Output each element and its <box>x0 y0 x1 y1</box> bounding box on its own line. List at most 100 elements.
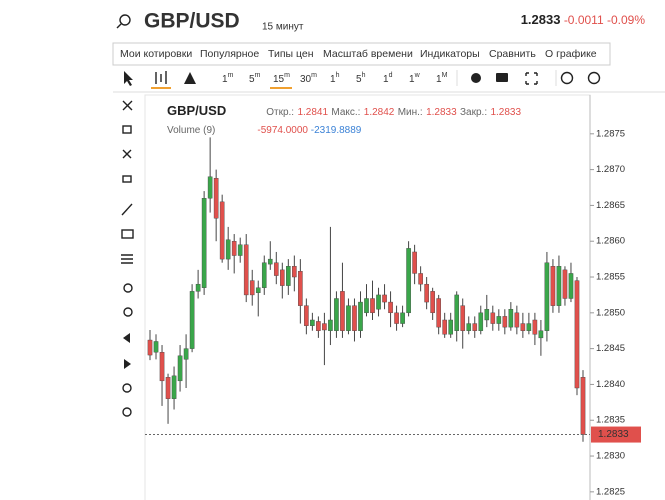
timeframe[interactable]: 1h <box>330 72 340 85</box>
candle-body <box>171 375 177 399</box>
menu-item[interactable]: Сравнить <box>489 48 536 60</box>
fullscreen-icon[interactable] <box>525 72 538 85</box>
timeframe[interactable]: 5m <box>249 72 261 85</box>
tool[interactable] <box>122 383 132 393</box>
candle-body <box>165 377 171 399</box>
candle-body <box>466 323 472 331</box>
candle-body <box>448 319 453 335</box>
plot: 1.2825 1.2830 1.2835 1.2840 1.2845 1.2850 1.28… <box>145 128 641 497</box>
tool[interactable] <box>122 175 132 183</box>
timeframe[interactable]: 1d <box>383 72 393 85</box>
timeframe-unit: m <box>228 72 234 79</box>
candle-body <box>183 348 189 360</box>
candle-body <box>159 352 165 382</box>
menu-item[interactable]: О графике <box>545 48 597 60</box>
header: GBP/USD 15 минут 1.2833 -0.0011 -0.09% <box>116 10 646 33</box>
y-tick-label: 1.2845 <box>596 343 625 354</box>
quote: 1.2833 -0.0011 -0.09% <box>521 12 646 27</box>
fib-tool[interactable] <box>121 254 133 264</box>
y-tick-label: 1.2865 <box>596 200 625 211</box>
price: 1.2833 <box>521 12 561 27</box>
download-icon[interactable] <box>560 71 574 85</box>
timeframe-unit: M <box>442 72 448 79</box>
volume-legend: Volume (9) -5974.0000 -2319.8889 <box>167 125 362 136</box>
zoom-in-tool[interactable] <box>123 283 133 293</box>
trend-line-tool[interactable] <box>121 203 133 216</box>
tool[interactable] <box>122 407 132 417</box>
active-timeframe <box>270 87 292 89</box>
candle-body <box>370 298 375 314</box>
candles-type[interactable] <box>155 71 167 84</box>
timeframe[interactable]: 1M <box>436 72 448 85</box>
search-icon-handle <box>116 23 122 29</box>
candle-body <box>364 298 369 314</box>
scroll-left[interactable] <box>123 333 130 343</box>
candle-body <box>526 323 532 331</box>
candle-body <box>201 198 207 288</box>
y-tick-label: 1.2825 <box>596 486 625 497</box>
candle-body <box>400 312 405 324</box>
candle-body <box>562 269 568 299</box>
tool[interactable] <box>122 125 132 134</box>
candle-body <box>484 309 490 321</box>
candle-body <box>249 280 255 296</box>
candle-body <box>406 248 411 314</box>
timeframe-unit: d <box>389 72 393 79</box>
timeframe[interactable]: 1w <box>409 72 421 85</box>
cursor-tool[interactable] <box>124 71 133 86</box>
volume-value: -2319.8889 <box>311 125 362 136</box>
candle-body <box>328 319 333 331</box>
candle-body <box>358 301 363 331</box>
candle-body <box>147 339 153 356</box>
menu-item[interactable]: Мои котировки <box>120 48 192 60</box>
volume-label: Volume (9) <box>167 125 215 136</box>
timeframe[interactable]: 5h <box>356 72 366 85</box>
candle-body <box>436 298 441 328</box>
candle-body <box>442 319 447 335</box>
candle-body <box>430 291 435 314</box>
y-tick-label: 1.2830 <box>596 451 625 462</box>
candle-body <box>225 239 231 260</box>
menu-item[interactable]: Индикаторы <box>420 48 480 60</box>
rect-tool[interactable] <box>121 229 134 239</box>
candle-body <box>556 266 562 306</box>
close-tool[interactable] <box>122 100 133 111</box>
plot-frame <box>144 94 591 500</box>
timeframe-number: 1 <box>409 74 415 85</box>
tool[interactable] <box>122 149 132 159</box>
legend-label: Закр.: <box>460 107 487 118</box>
y-tick-label: 1.2850 <box>596 307 625 318</box>
timeframe-number: 15 <box>273 74 285 85</box>
timeframe-unit: m <box>311 72 317 79</box>
candle-body <box>219 201 225 260</box>
timeframe[interactable]: 15m <box>273 72 290 85</box>
zoom-out-tool[interactable] <box>123 307 133 317</box>
candle-body <box>340 291 345 331</box>
candle-body <box>568 273 574 299</box>
interval: 15 минут <box>262 22 304 33</box>
y-tick-label: 1.2855 <box>596 272 625 283</box>
candle-body <box>382 294 387 303</box>
menu-item[interactable]: Масштаб времени <box>323 48 413 60</box>
settings-icon[interactable] <box>471 73 481 83</box>
candle-body <box>255 287 261 293</box>
candle-body <box>496 316 502 324</box>
candle-body <box>520 323 526 331</box>
area-type[interactable] <box>184 72 196 84</box>
candle-body <box>334 298 339 331</box>
candle-body <box>267 258 273 265</box>
candle-body <box>580 377 586 435</box>
camera-icon[interactable] <box>496 73 508 82</box>
y-tick-label: 1.2860 <box>596 236 625 247</box>
timeframe[interactable]: 30m <box>300 72 317 85</box>
timeframe-unit: m <box>284 72 290 79</box>
legend-value: 1.2842 <box>364 107 395 118</box>
menu-item[interactable]: Популярное <box>200 48 259 60</box>
search-icon[interactable] <box>119 14 131 26</box>
legend-value: 1.2841 <box>297 107 328 118</box>
upload-icon[interactable] <box>587 71 601 85</box>
candle-body <box>346 305 351 331</box>
scroll-right[interactable] <box>124 359 131 369</box>
menu-item[interactable]: Типы цен <box>268 48 314 60</box>
timeframe[interactable]: 1m <box>222 72 234 85</box>
